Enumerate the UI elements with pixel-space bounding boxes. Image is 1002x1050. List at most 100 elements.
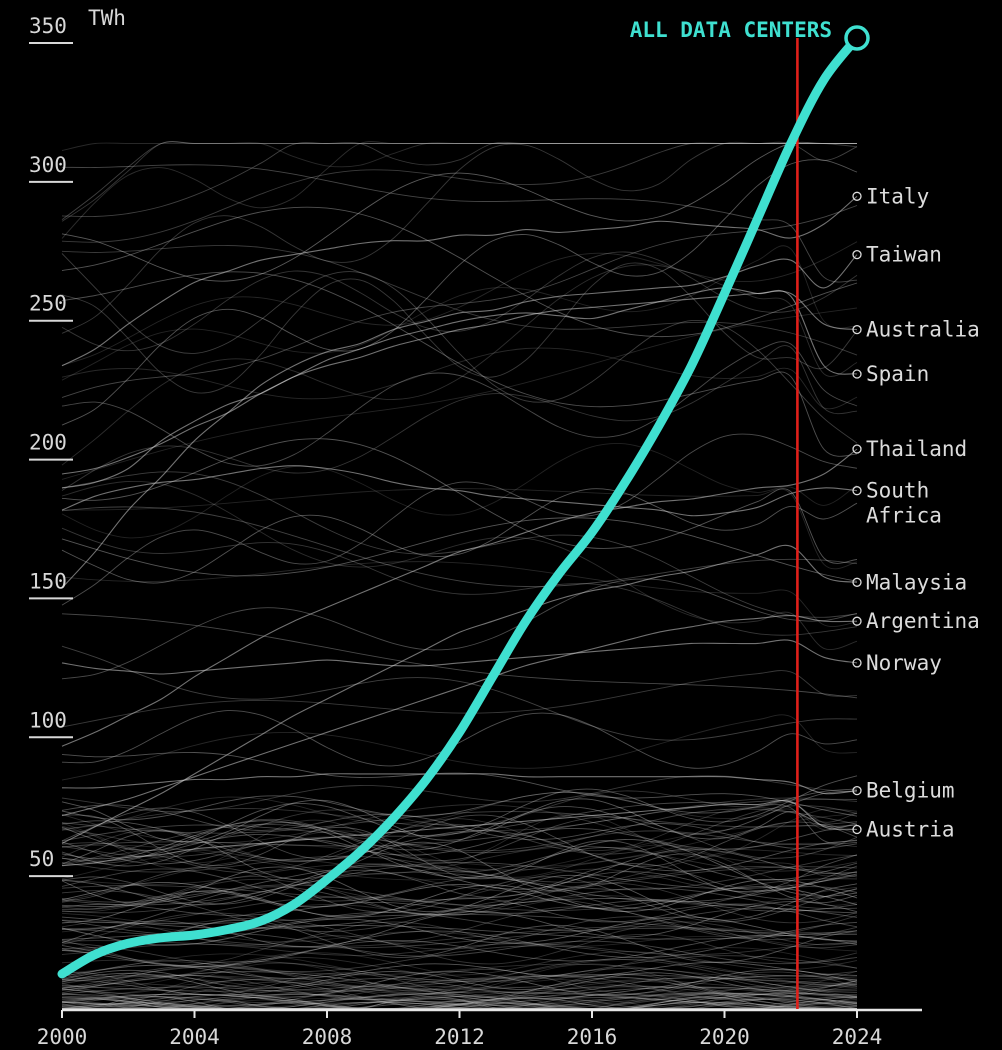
series-end-marker-spain [852,369,862,379]
background-series-line [61,926,858,948]
background-series-line [61,971,858,998]
background-series-line [61,814,858,893]
background-series-line [61,942,858,956]
background-series-line [61,848,858,885]
background-series-line [61,1003,858,1010]
background-series-line [61,913,858,936]
background-series-line [61,1002,858,1010]
series-label-malaysia: Malaysia [866,570,967,594]
background-series-line [61,998,858,1010]
background-series-line [61,838,858,881]
background-series-line [61,1001,858,1010]
background-series-line [61,816,858,864]
background-series-line [61,241,858,366]
background-series-line [61,480,858,650]
background-series-line [61,802,858,845]
background-series-line [61,966,858,996]
background-series-line [61,830,858,904]
background-series-line [61,993,858,1010]
x-tick-label: 2004 [169,1025,220,1049]
background-series-line [61,971,858,1000]
x-axis: 2000 2004 2008 2012 2016 2020 2024 [37,1008,922,1049]
background-series-line [61,438,858,564]
series-line-italy [61,195,858,367]
background-series-line [61,714,858,781]
background-series-line [61,996,858,1010]
y-axis: TWh 50 100 150 200 250 300 350 [29,6,126,878]
background-series-line [61,790,858,846]
background-series-line [61,977,858,1009]
background-series-line [61,961,858,979]
background-series-line [61,866,858,901]
series-label-argentina: Argentina [866,609,980,633]
background-series-line [61,842,858,902]
series-end-marker-taiwan [852,249,862,260]
background-series-line [61,807,858,863]
background-series-line [61,995,858,1010]
background-series-line [61,884,858,910]
background-series-line [61,1001,857,1010]
background-series-line [61,992,858,1008]
background-series-line [61,951,858,982]
background-series-line [61,866,858,921]
background-series-line [61,205,858,398]
background-series-line [61,141,857,282]
background-series-line [61,1003,858,1010]
series-line-norway [61,639,858,675]
background-series-line [61,916,858,946]
series-end-marker-south-africa [852,486,862,496]
background-series-line [61,825,858,881]
background-series-line [61,983,858,1010]
background-series-line [61,347,858,410]
background-series-line [61,891,858,928]
series-line-austria [61,799,858,867]
background-series-line [61,868,858,913]
background-series-line [61,807,858,867]
background-series-line [61,808,858,865]
background-series-line [61,561,858,628]
background-country-lines [61,141,858,1010]
background-series-line [61,898,858,930]
background-series-line [61,974,858,992]
background-series-line [61,262,858,394]
background-series-line [61,488,858,570]
background-series-line [61,980,858,1005]
background-series-line [61,141,857,221]
background-series-line [61,141,857,222]
background-series-line [61,962,858,996]
background-series-line [61,974,858,988]
series-end-marker-malaysia [852,577,862,587]
background-series-line [61,797,858,831]
background-series-line [61,854,858,914]
background-series-line [61,471,858,618]
background-series-line [61,871,858,930]
background-series-line [61,942,858,977]
background-series-line [61,798,858,843]
background-series-line [61,959,858,980]
background-series-line [61,953,858,986]
background-series-line [61,245,858,356]
y-tick-label: 350 [29,14,67,38]
background-series-line [61,164,858,283]
x-tick-label: 2000 [37,1025,88,1049]
background-series-line [61,993,858,1010]
background-series-line [61,141,858,218]
background-series-line [61,969,858,998]
background-series-line [61,934,858,967]
background-series-line [61,788,858,821]
background-series-line [61,141,857,239]
series-end-marker-thailand [852,444,862,454]
series-line-malaysia [61,544,858,844]
all-data-centers-label: ALL DATA CENTERS [630,18,832,42]
background-series-line [61,804,858,877]
background-series-line [61,933,858,966]
background-series-line [61,271,858,457]
background-series-line [61,751,858,817]
series-label-norway: Norway [866,651,942,675]
background-series-line [61,998,858,1010]
y-tick-label: 50 [29,847,54,871]
series-label-taiwan: Taiwan [866,243,942,267]
background-series-line [61,986,858,1010]
series-label-belgium: Belgium [866,779,955,803]
